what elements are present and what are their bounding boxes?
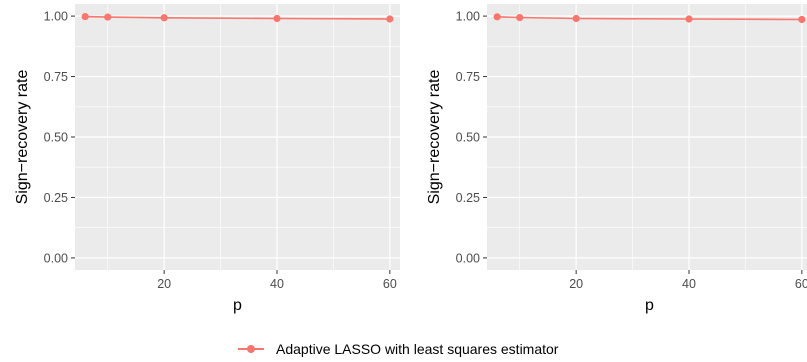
y-axis-title: Sign−recovery rate: [426, 70, 443, 205]
y-tick-label: 0.25: [44, 191, 68, 205]
y-tick-label: 0.75: [44, 70, 68, 84]
x-tick-label: 20: [569, 277, 583, 291]
data-point: [516, 13, 524, 22]
y-tick-label: 0.25: [456, 191, 480, 205]
x-axis-title: p: [645, 297, 654, 314]
legend-label: Adaptive LASSO with least squares estima…: [276, 341, 559, 357]
legend-key-icon: [236, 340, 266, 358]
y-axis-title: Sign−recovery rate: [14, 70, 31, 205]
data-point: [685, 15, 693, 23]
x-tick-label: 60: [795, 277, 807, 291]
y-tick-label: 0.00: [44, 251, 68, 265]
data-point: [572, 14, 580, 23]
data-point: [160, 14, 168, 22]
legend: Adaptive LASSO with least squares estima…: [236, 338, 558, 360]
x-tick-label: 60: [383, 277, 397, 291]
x-tick-label: 40: [682, 277, 696, 291]
x-axis-title: p: [233, 297, 242, 314]
data-point: [798, 15, 806, 24]
data-point: [386, 15, 394, 23]
y-tick-label: 1.00: [456, 10, 480, 24]
data-point: [104, 13, 112, 21]
y-tick-label: 0.75: [456, 70, 480, 84]
x-tick-label: 20: [157, 277, 171, 291]
data-point: [81, 12, 89, 21]
y-tick-label: 0.00: [456, 251, 480, 265]
y-tick-label: 1.00: [44, 10, 68, 24]
y-tick-label: 0.50: [44, 131, 68, 145]
y-tick-label: 0.50: [456, 131, 480, 145]
data-point: [273, 14, 281, 23]
data-point: [493, 13, 501, 21]
x-tick-label: 40: [270, 277, 284, 291]
